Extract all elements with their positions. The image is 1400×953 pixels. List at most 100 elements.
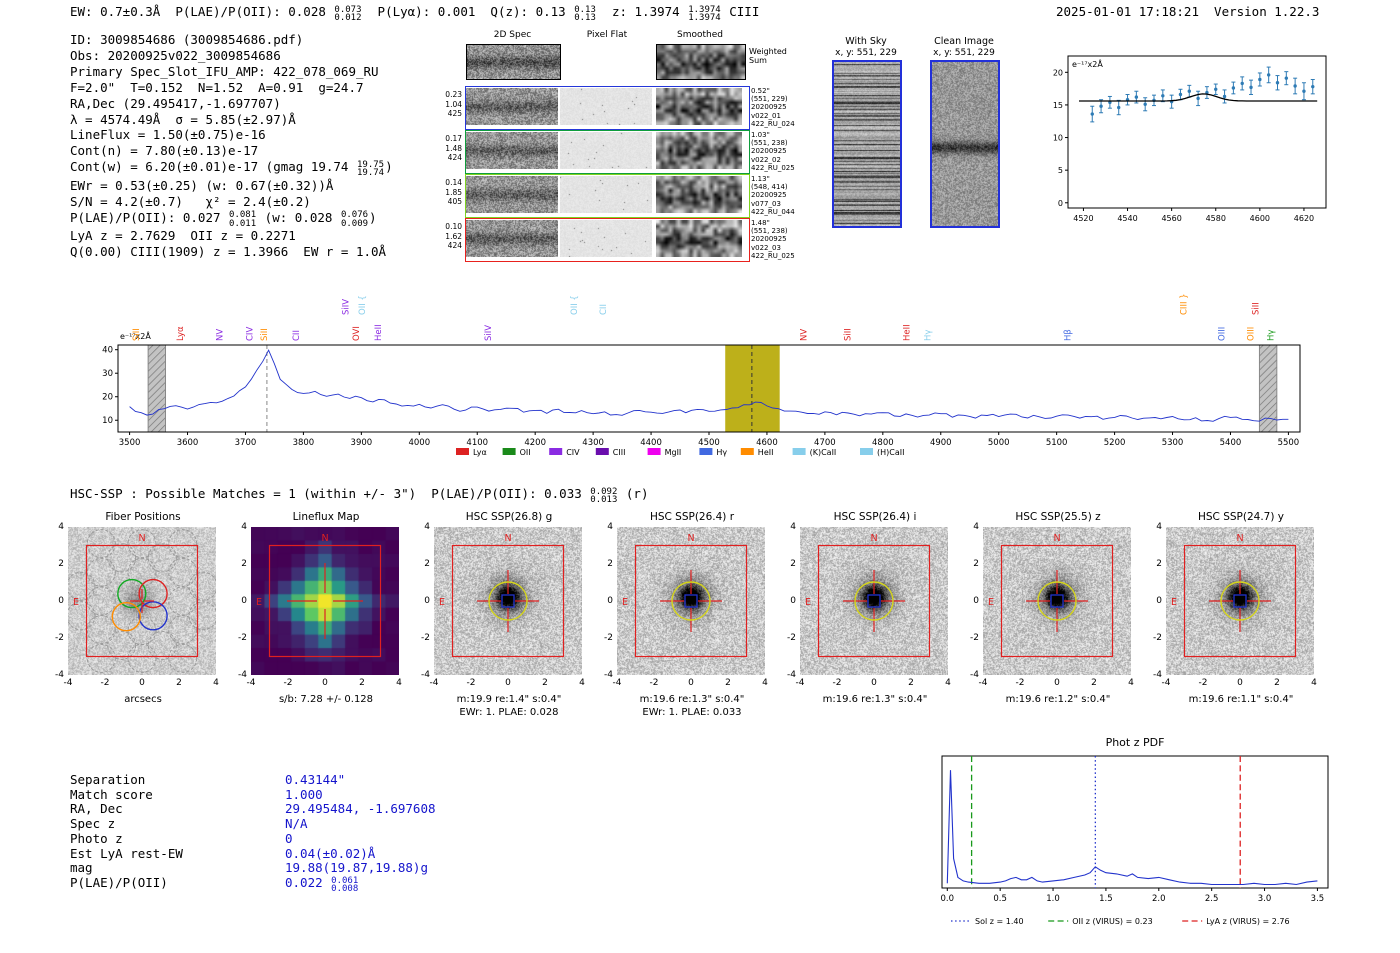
legend-swatch [740,448,754,455]
spec2d-row-frame [465,174,750,218]
weight-value: 1.85 [445,187,462,197]
y-tick-label: -2 [1153,633,1162,643]
spec2d-row-smoothed-image [656,176,742,213]
photz-frame [941,755,1329,889]
data-point [1187,89,1191,93]
catalog-position-box [1233,594,1247,608]
x-tick-label: 4 [579,678,585,688]
row-info-line: v022_03 [751,243,781,252]
model-fit-line [1079,93,1318,102]
lower-bound: 0.009 [340,218,369,229]
cutout-title-1: Lineflux Map [292,511,360,523]
upper-bound: 1.3974 [688,4,721,15]
fiber-circle [147,543,177,573]
uncertainty-stack: 0.061 0.008 [331,876,358,894]
full-spectrum-plot: 3500 3600 3700 3800 3900 4000 4100 4200 4300 4400… [102,293,1301,457]
x-tick-label: -2 [283,678,293,688]
aperture-circle [1220,581,1260,621]
data-point [1249,85,1253,90]
y-tick-label: -2 [604,633,613,643]
x-tick-label: 4560 [1161,214,1181,223]
upper-bound: 0.092 [590,486,618,497]
clean-image-title: Clean Image [934,36,994,47]
info-line: Primary Spec_Slot_IFU_AMP: 422_078_069_R… [70,64,393,80]
info-line: Cont(n) = 7.80(±0.13)e-17 [70,143,393,159]
compass-east: E [439,597,445,608]
weight-value: 424 [447,153,462,162]
emission-line-label: SiII [1251,302,1261,315]
x-tick-label: 0 [1054,678,1060,688]
weight-value: 0.23 [445,90,462,99]
cutout-title-4: HSC SSP(26.4) i [833,511,917,523]
text-run: 0 [285,831,293,846]
emission-line-label: SiIV [484,325,494,341]
info-line: LyA z = 2.7629 OII z = 0.2271 [70,228,393,244]
cutout-xlabel-5: m:19.6 re:1.2" s:0.4" [1005,694,1111,705]
spec2d-row-flat-image [560,132,652,169]
emission-line-label: CIII } [1179,293,1189,315]
emission-line-label: HeII [374,324,384,341]
extraction-box [85,544,199,658]
row-info-line: (548, 414) [751,183,788,192]
x-tick-label: 3.0 [1258,894,1272,904]
match-label-6: mag [70,860,93,875]
flux-units-label: e⁻¹⁷x2Å [1072,58,1103,69]
info-line: Cont(w) = 6.20(±0.01)e-17 (gmag 19.74 19… [70,159,393,178]
x-tick-label: -4 [795,678,805,688]
extraction-box [451,544,565,658]
compass-east: E [988,597,994,608]
y-tick-label: 0 [58,596,64,606]
fiber-circle [127,643,157,673]
emission-line-label: CII [599,304,609,315]
spectrum-line [129,349,1289,422]
text-run: Cont(n) = 7.80(±0.13)e-17 [70,143,259,159]
fiber-circle [188,571,216,601]
x-tick-label: 0 [688,678,694,688]
y-tick-label: -4 [55,670,64,680]
uncertainty-stack: 0.076 0.009 [341,211,368,228]
selected-fiber-circle [111,602,141,632]
compass-north: N [870,533,877,544]
cutout-image-5 [983,527,1131,675]
fiber-circle [168,557,198,587]
legend-swatch [647,448,661,455]
spec2d-row-info: 1.48" (551, 238) 20200925 v022_03 422_RU_025 [751,219,795,260]
y-tick-label: 4 [241,522,247,532]
emission-line-label: OVI [352,326,362,341]
text-run: 0.022 [285,875,331,890]
emission-line-label: CIV [245,327,255,341]
text-run: HSC-SSP : Possible Matches = 1 (within +… [70,486,590,501]
y-tick-label: 5 [1058,166,1063,175]
x-tick-label: 4 [213,678,219,688]
catalog-position-box [1050,594,1064,608]
x-tick-label: 2 [1274,678,1280,688]
y-tick-label: 4 [424,522,430,532]
fiber-circle [168,643,198,673]
clean-image [930,60,1000,228]
legend-label: (H)CaII [877,448,904,457]
weight-value: 1.62 [445,231,462,241]
x-tick-label: 2 [1091,678,1097,688]
row-info-line: 1.48" [751,219,770,227]
legend-swatch [456,448,469,455]
x-tick-label: 4 [945,678,951,688]
x-tick-label: 4600 [756,438,778,448]
x-tick-label: -2 [1198,678,1208,688]
with-sky-title: With Sky [845,36,887,47]
masked-region-band [147,344,167,433]
text-run: z: 1.3974 [596,4,688,19]
x-tick-label: 3600 [177,438,199,448]
spec2d-row-info: 1.03" (551, 238) 20200925 v022_02 422_RU_025 [751,131,795,172]
detected-line-band [725,345,780,432]
x-tick-label: 4100 [466,438,488,448]
clean-image-caption: x, y: 551, 229 [933,48,995,58]
x-tick-label: 3900 [351,438,373,448]
fiber-circle [127,529,157,559]
fiber-circle [107,543,137,573]
row-info-line: (551, 238) [751,139,788,148]
cutout-title-5: HSC SSP(25.5) z [1015,511,1101,523]
row-info-line: 20200925 [751,147,787,156]
cutout-overlay: NE [256,533,382,658]
cutout-title-2: HSC SSP(26.8) g [465,511,553,523]
row-info-line: 422_RU_025 [751,251,795,260]
